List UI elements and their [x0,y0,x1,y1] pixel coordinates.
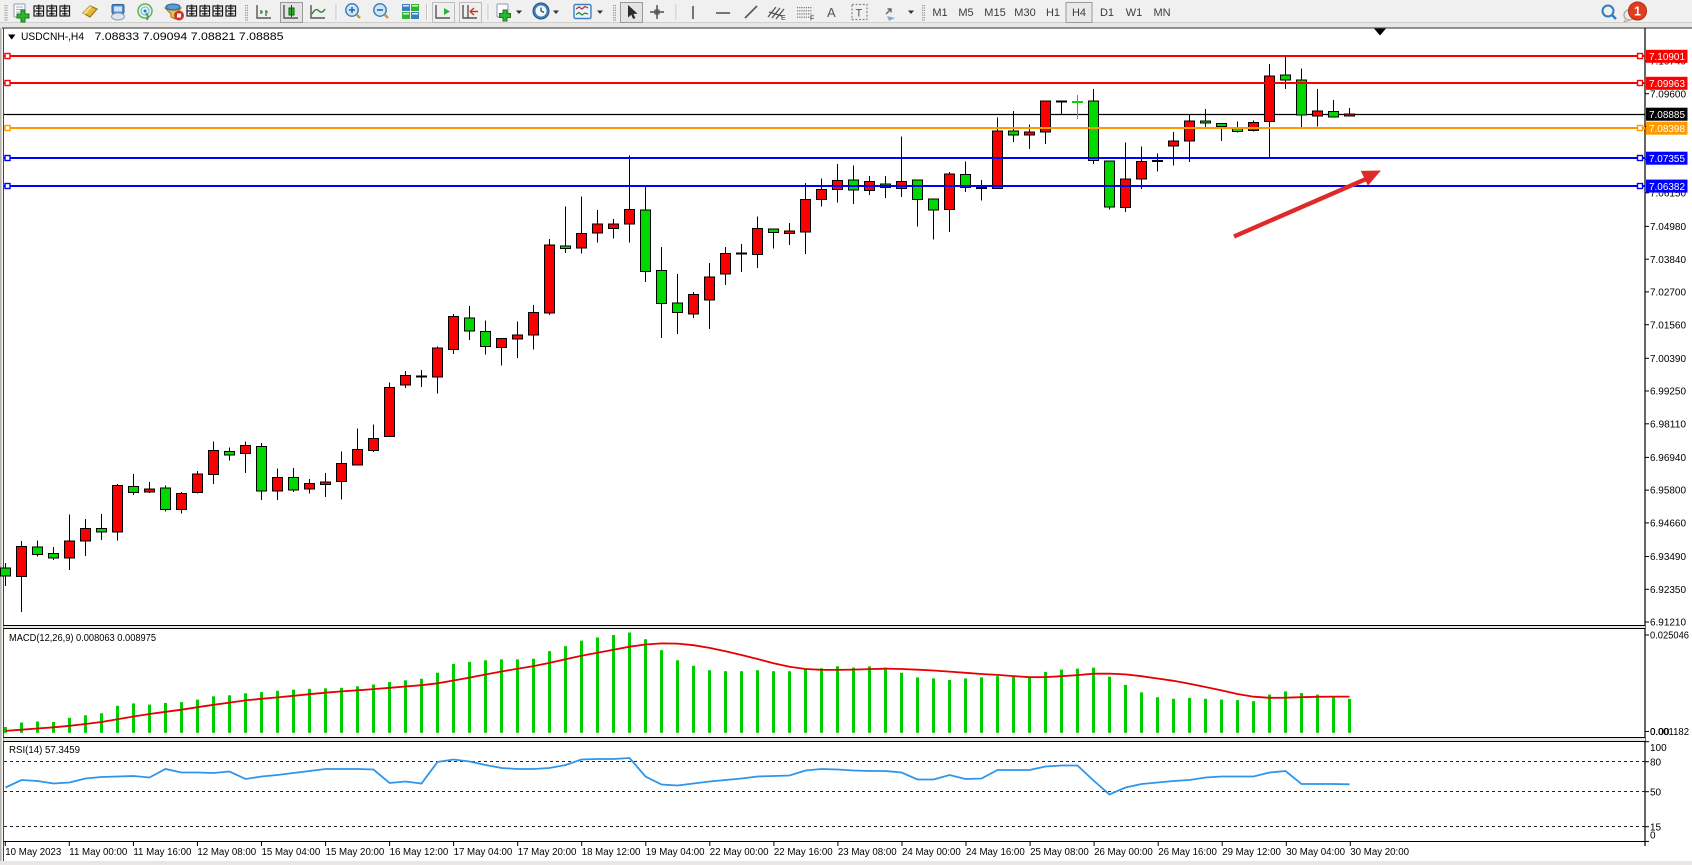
svg-text:D1: D1 [1100,7,1114,19]
svg-text:6.99250: 6.99250 [1650,387,1686,398]
svg-text:7.09963: 7.09963 [1649,79,1685,90]
svg-text:7.00390: 7.00390 [1650,354,1686,365]
svg-text:6.94660: 6.94660 [1650,519,1686,530]
svg-text:M5: M5 [958,7,973,19]
svg-text:7.07355: 7.07355 [1649,154,1685,165]
svg-text:7.06150: 7.06150 [1650,188,1686,199]
svg-text:MN: MN [1153,7,1170,19]
svg-text:H1: H1 [1046,7,1060,19]
svg-text:22 May 16:00: 22 May 16:00 [774,847,833,858]
svg-text:25 May 08:00: 25 May 08:00 [1030,847,1089,858]
svg-text:M15: M15 [984,7,1005,19]
svg-text:6.91210: 6.91210 [1650,618,1686,629]
svg-text:50: 50 [1650,787,1662,798]
svg-text:26 May 00:00: 26 May 00:00 [1094,847,1153,858]
svg-text:18 May 12:00: 18 May 12:00 [582,847,641,858]
svg-text:1: 1 [1634,5,1641,19]
svg-text:19 May 04:00: 19 May 04:00 [646,847,705,858]
svg-text:W1: W1 [1126,7,1143,19]
svg-text:M30: M30 [1014,7,1035,19]
svg-text:0.025046: 0.025046 [1650,631,1689,642]
svg-text:0: 0 [1650,831,1656,842]
svg-text:7.08833 7.09094 7.08821 7.0888: 7.08833 7.09094 7.08821 7.08885 [95,31,284,43]
svg-text:F: F [810,16,814,23]
svg-text:RSI(14) 57.3459: RSI(14) 57.3459 [9,745,80,756]
svg-text:15: 15 [1650,823,1662,834]
svg-text:29 May 12:00: 29 May 12:00 [1222,847,1281,858]
svg-text:7.02700: 7.02700 [1650,288,1686,299]
svg-text:17 May 04:00: 17 May 04:00 [454,847,513,858]
svg-text:6.93490: 6.93490 [1650,552,1686,563]
svg-text:10 May 2023: 10 May 2023 [5,847,61,858]
svg-text:0.001182: 0.001182 [1650,727,1689,738]
svg-text:6.95800: 6.95800 [1650,486,1686,497]
svg-text:6.96940: 6.96940 [1650,453,1686,464]
svg-text:100: 100 [1650,743,1667,754]
svg-text:15 May 20:00: 15 May 20:00 [326,847,385,858]
svg-text:7.01560: 7.01560 [1650,320,1686,331]
svg-text:11 May 00:00: 11 May 00:00 [69,847,128,858]
svg-text:26 May 16:00: 26 May 16:00 [1158,847,1217,858]
svg-text:6.92350: 6.92350 [1650,585,1686,596]
svg-text:T: T [856,8,863,20]
svg-text:16 May 12:00: 16 May 12:00 [390,847,449,858]
svg-text:23 May 08:00: 23 May 08:00 [838,847,897,858]
svg-text:0.00: 0.00 [1650,727,1670,738]
svg-text:H4: H4 [1072,7,1086,19]
svg-text:A: A [827,5,836,20]
svg-text:E: E [781,15,786,22]
svg-text:MACD(12,26,9) 0.008063 0.00897: MACD(12,26,9) 0.008063 0.008975 [9,633,156,644]
svg-text:24 May 00:00: 24 May 00:00 [902,847,961,858]
svg-text:30 May 04:00: 30 May 04:00 [1286,847,1345,858]
svg-text:7.03840: 7.03840 [1650,255,1686,266]
svg-text:24 May 16:00: 24 May 16:00 [966,847,1025,858]
svg-text:22 May 00:00: 22 May 00:00 [710,847,769,858]
svg-text:17 May 20:00: 17 May 20:00 [518,847,577,858]
svg-text:7.08398: 7.08398 [1649,124,1685,135]
svg-text:80: 80 [1650,757,1662,768]
svg-text:7.09600: 7.09600 [1650,89,1686,100]
svg-text:12 May 08:00: 12 May 08:00 [197,847,256,858]
svg-text:M1: M1 [932,7,947,19]
svg-text:11 May 16:00: 11 May 16:00 [133,847,192,858]
svg-text:USDCNH-,H4: USDCNH-,H4 [21,31,84,43]
svg-text:7.04980: 7.04980 [1650,222,1686,233]
svg-text:15 May 04:00: 15 May 04:00 [262,847,321,858]
svg-text:6.98110: 6.98110 [1650,419,1686,430]
svg-text:30 May 20:00: 30 May 20:00 [1350,847,1409,858]
svg-text:7.06382: 7.06382 [1649,182,1685,193]
svg-text:7.10901: 7.10901 [1649,52,1685,63]
svg-text:7.08885: 7.08885 [1649,110,1685,121]
